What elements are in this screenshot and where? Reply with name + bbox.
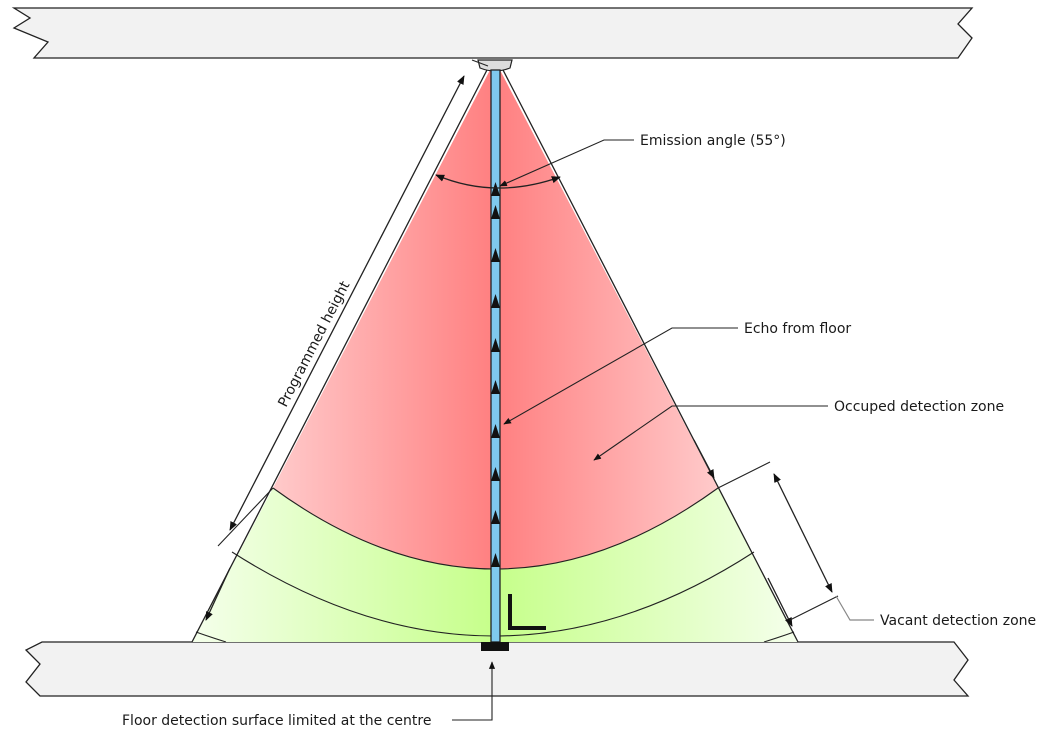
vacant-zone-extension-top [717,461,771,489]
vacant-zone-dimension [773,473,833,593]
floor-surface-leader [452,661,496,721]
occupied-zone-leader [593,405,828,461]
right-edge-arrow-vacant [767,577,793,627]
emission-angle-leader [499,139,634,187]
right-edge-arrow-occupied [693,439,715,479]
vacant-zone-extension-bottom [789,595,839,621]
echo-from-floor-label: Echo from floor [744,321,851,337]
left-edge-arrow [205,567,231,621]
vacant-detection-zone [192,488,798,642]
ceiling-slab [11,7,974,59]
floor-slab [24,641,970,697]
occupied-zone-label: Occuped detection zone [834,399,1004,415]
floor-corner-arcs [195,631,795,643]
right-angle-symbol [508,594,546,630]
echo-leader [503,327,738,425]
programmed-height-extension-top [471,59,489,67]
emission-angle-label: Emission angle (55°) [640,133,786,149]
floor-surface-label: Floor detection surface limited at the c… [122,713,431,729]
echo-arrows [491,182,500,567]
vacant-zone-label: Vacant detection zone [880,613,1036,629]
floor-detection-block [481,642,509,651]
programmed-height-dimension [229,75,465,531]
vacant-zone-leader [835,595,874,621]
